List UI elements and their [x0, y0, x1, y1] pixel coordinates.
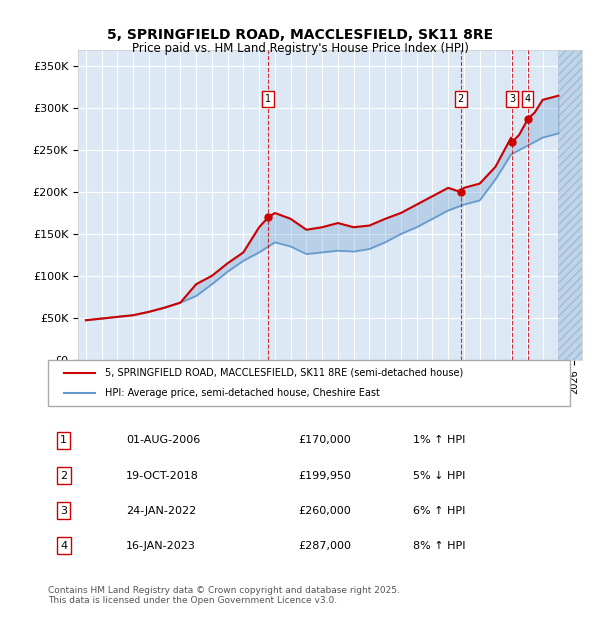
Text: 4: 4	[524, 94, 530, 104]
Bar	[559, 50, 582, 360]
Text: 01-AUG-2006: 01-AUG-2006	[127, 435, 200, 445]
Text: 1% ↑ HPI: 1% ↑ HPI	[413, 435, 466, 445]
Text: £170,000: £170,000	[299, 435, 352, 445]
Text: 5% ↓ HPI: 5% ↓ HPI	[413, 471, 466, 480]
Text: £199,950: £199,950	[299, 471, 352, 480]
Text: 6% ↑ HPI: 6% ↑ HPI	[413, 506, 466, 516]
Text: 2: 2	[458, 94, 464, 104]
Text: 3: 3	[60, 506, 67, 516]
Text: 8% ↑ HPI: 8% ↑ HPI	[413, 541, 466, 551]
Text: £260,000: £260,000	[299, 506, 352, 516]
Text: £287,000: £287,000	[299, 541, 352, 551]
Text: 5, SPRINGFIELD ROAD, MACCLESFIELD, SK11 8RE: 5, SPRINGFIELD ROAD, MACCLESFIELD, SK11 …	[107, 28, 493, 42]
Text: 3: 3	[509, 94, 515, 104]
Text: 5, SPRINGFIELD ROAD, MACCLESFIELD, SK11 8RE (semi-detached house): 5, SPRINGFIELD ROAD, MACCLESFIELD, SK11 …	[106, 368, 464, 378]
Text: 16-JAN-2023: 16-JAN-2023	[127, 541, 196, 551]
Text: 1: 1	[265, 94, 271, 104]
Text: HPI: Average price, semi-detached house, Cheshire East: HPI: Average price, semi-detached house,…	[106, 388, 380, 398]
Text: 2: 2	[60, 471, 67, 480]
Text: 19-OCT-2018: 19-OCT-2018	[127, 471, 199, 480]
Text: Contains HM Land Registry data © Crown copyright and database right 2025.
This d: Contains HM Land Registry data © Crown c…	[48, 586, 400, 605]
Text: 1: 1	[60, 435, 67, 445]
Text: Price paid vs. HM Land Registry's House Price Index (HPI): Price paid vs. HM Land Registry's House …	[131, 42, 469, 55]
Text: 24-JAN-2022: 24-JAN-2022	[127, 506, 197, 516]
FancyBboxPatch shape	[48, 360, 570, 406]
Text: 4: 4	[60, 541, 67, 551]
